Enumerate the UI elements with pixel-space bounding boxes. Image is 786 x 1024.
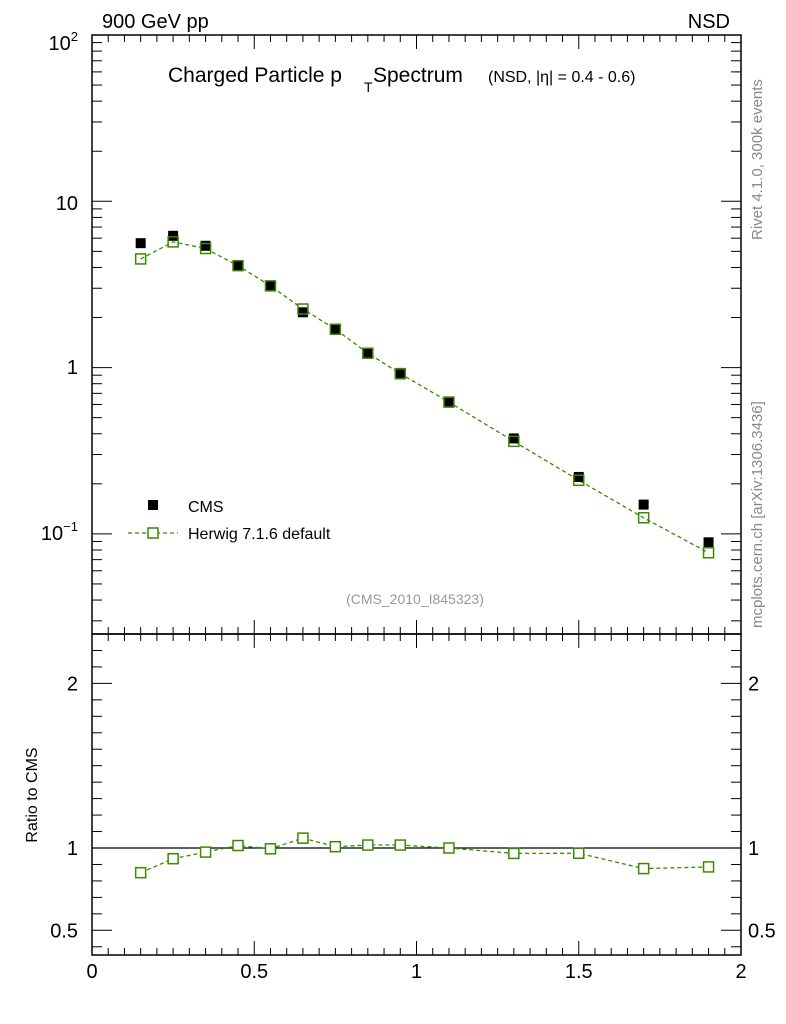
ratio-y-tick-label-right: 0.5 bbox=[748, 920, 776, 942]
herwig-point bbox=[264, 280, 277, 292]
ratio-y-tick-label-right: 2 bbox=[748, 673, 759, 695]
legend-herwig-label: Herwig 7.1.6 default bbox=[188, 526, 331, 543]
cms-point bbox=[200, 240, 211, 251]
ratio-y-tick-label-left: 0.5 bbox=[50, 920, 78, 942]
legend-herwig-marker bbox=[147, 527, 159, 539]
x-tick-label: 2 bbox=[735, 961, 746, 983]
ratio-y-axis-label: Ratio to CMS bbox=[24, 747, 41, 842]
herwig-point bbox=[297, 303, 309, 315]
ratio-point bbox=[702, 861, 715, 873]
title-tail: Spectrum bbox=[373, 64, 463, 87]
ratio-y-tick-label-left: 2 bbox=[67, 673, 78, 695]
herwig-point bbox=[443, 396, 455, 408]
cms-point bbox=[508, 433, 519, 444]
cms-point bbox=[233, 260, 244, 271]
ratio-point bbox=[637, 862, 650, 875]
ratio-point bbox=[362, 839, 374, 851]
cms-point bbox=[168, 230, 179, 241]
x-tick-label: 0 bbox=[86, 961, 97, 983]
source-label: mcplots.cern.ch [arXiv:1306.3436] bbox=[749, 401, 766, 628]
ratio-point bbox=[264, 843, 277, 855]
y-tick-label-10: 10 bbox=[56, 193, 78, 215]
ratio-point bbox=[394, 839, 407, 851]
herwig-point bbox=[232, 259, 244, 272]
herwig-point bbox=[134, 253, 147, 265]
herwig-point bbox=[329, 323, 342, 336]
rivet-label: Rivet 4.1.0, 300k events bbox=[749, 79, 766, 240]
cms-point bbox=[265, 280, 276, 291]
herwig-point bbox=[199, 242, 212, 255]
main-axis-ticks bbox=[91, 34, 742, 634]
title-subscript: T bbox=[364, 79, 373, 95]
x-tick-label: 0.5 bbox=[240, 961, 268, 983]
main-panel-frame bbox=[91, 34, 742, 635]
title-main: Charged Particle p bbox=[168, 64, 342, 87]
analysis-label: (CMS_2010_I845323) bbox=[346, 591, 484, 607]
cms-point bbox=[330, 324, 341, 335]
cms-point bbox=[443, 397, 454, 408]
herwig-point bbox=[573, 474, 585, 487]
herwig-point bbox=[508, 435, 520, 448]
ratio-y-tick-label-left: 1 bbox=[67, 838, 78, 860]
ratio-point bbox=[297, 832, 309, 844]
chart-title: Charged Particle p T Spectrum (NSD, |η| … bbox=[168, 64, 635, 95]
main-data-marks bbox=[134, 230, 715, 559]
herwig-point bbox=[637, 512, 650, 524]
cms-point bbox=[703, 537, 714, 548]
ratio-point bbox=[508, 847, 520, 860]
ratio-point bbox=[329, 840, 342, 853]
ratio-y-tick-label-right: 1 bbox=[748, 838, 759, 860]
cms-point bbox=[362, 348, 373, 359]
herwig-point bbox=[394, 367, 407, 380]
x-tick-label: 1.5 bbox=[565, 961, 593, 983]
cms-point bbox=[135, 238, 146, 249]
ratio-axis-ticks: 0.5 0.5 1 1 2 2 0 0.5 1 1.5 2 bbox=[50, 633, 776, 983]
x-tick-label: 1 bbox=[411, 961, 422, 983]
y-tick-label-1: 1 bbox=[67, 357, 78, 379]
herwig-series-line bbox=[140, 241, 709, 554]
process-label: NSD bbox=[688, 11, 730, 33]
title-extra: (NSD, |η| = 0.4 - 0.6) bbox=[488, 69, 635, 86]
ratio-point bbox=[573, 847, 585, 860]
y-tick-label-0.1: 10−1 bbox=[41, 519, 78, 545]
ratio-point bbox=[232, 839, 244, 852]
cms-point bbox=[297, 307, 308, 318]
cms-point bbox=[573, 471, 584, 482]
legend-cms-marker bbox=[148, 500, 158, 510]
energy-label: 900 GeV pp bbox=[102, 11, 209, 33]
legend-cms-label: CMS bbox=[188, 499, 224, 516]
main-y-tick-labels: 102 10 1 10−1 bbox=[41, 29, 78, 545]
ratio-panel-frame bbox=[91, 633, 742, 956]
legend: CMS Herwig 7.1.6 default bbox=[128, 499, 331, 543]
ratio-point bbox=[134, 866, 147, 879]
cms-point bbox=[638, 499, 649, 510]
herwig-point bbox=[167, 236, 179, 248]
ratio-point bbox=[199, 846, 212, 858]
ratio-point bbox=[443, 842, 455, 854]
herwig-point bbox=[702, 547, 715, 559]
cms-point bbox=[395, 369, 406, 380]
ratio-series-line bbox=[140, 837, 709, 874]
herwig-point bbox=[362, 347, 374, 359]
ratio-data-marks bbox=[134, 832, 715, 879]
y-tick-label-100: 102 bbox=[49, 29, 78, 55]
ratio-point bbox=[167, 852, 179, 865]
